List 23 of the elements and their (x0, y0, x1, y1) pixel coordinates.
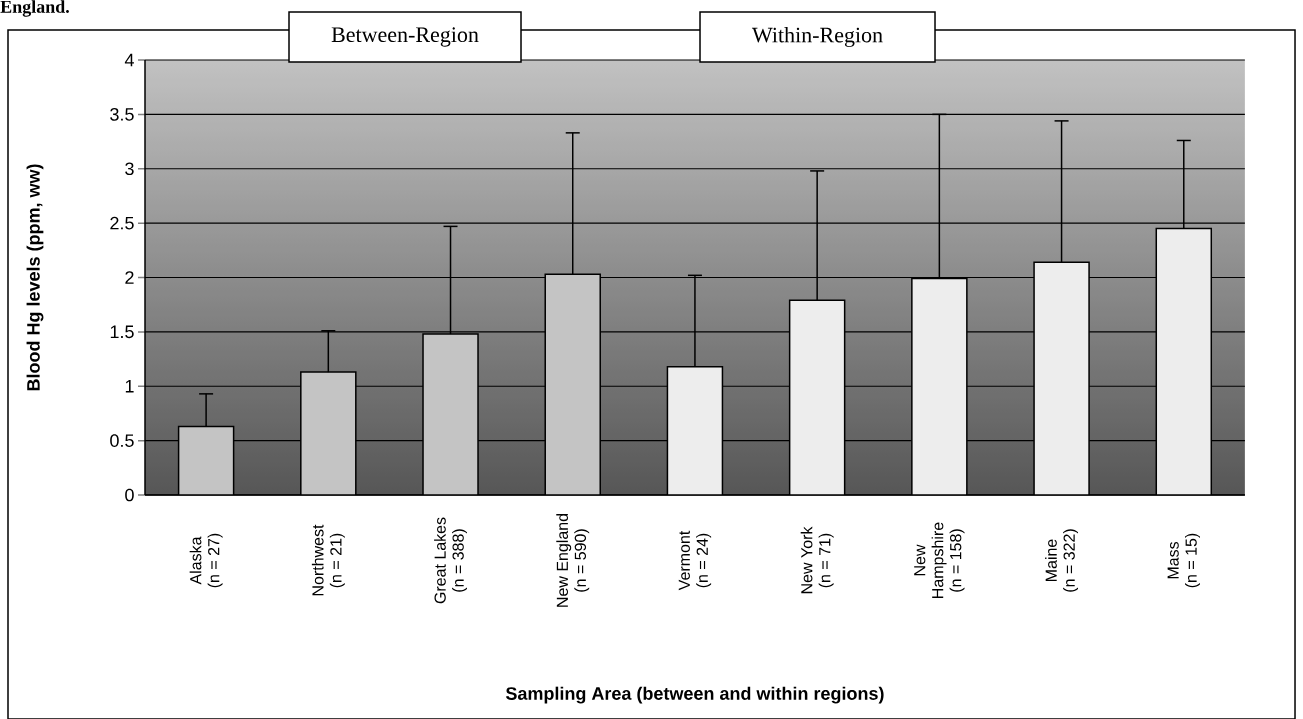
x-tick-label: New Hampshire (n = 158) (914, 522, 965, 598)
y-axis-title: Blood Hg levels (ppm, ww) (26, 164, 44, 391)
text: Between-Region (331, 27, 479, 47)
x-tick-label: Maine (n = 322) (1045, 529, 1079, 592)
chart-title: England. (0, 0, 69, 17)
y-tick-label: 0.5 (110, 434, 134, 447)
x-tick-label: Great Lakes (n = 388) (434, 517, 467, 604)
y-tick-label: 2.5 (110, 216, 134, 230)
x-tick-label: Alaska (n = 27) (189, 533, 223, 588)
y-tick-label: 2 (125, 271, 134, 284)
x-tick-label: Northwest (n = 21) (311, 524, 345, 596)
y-tick-label: 0 (125, 488, 134, 502)
y-tick-label: 1.5 (110, 325, 134, 339)
x-tick-label: Mass (n = 15) (1167, 533, 1200, 588)
x-tick-label: New England (n = 590) (556, 513, 590, 607)
x-tick-label: New York (n = 71) (800, 526, 834, 594)
y-tick-label: 1 (125, 380, 134, 393)
y-tick-label: 3.5 (110, 108, 134, 121)
y-tick-label: 4 (124, 53, 134, 67)
y-tick-label: 3 (125, 162, 134, 176)
x-axis-title: Sampling Area (between and within regions) (505, 686, 884, 704)
x-tick-label: Vermont (n = 24) (678, 530, 712, 591)
text: Within-Region (751, 26, 883, 47)
